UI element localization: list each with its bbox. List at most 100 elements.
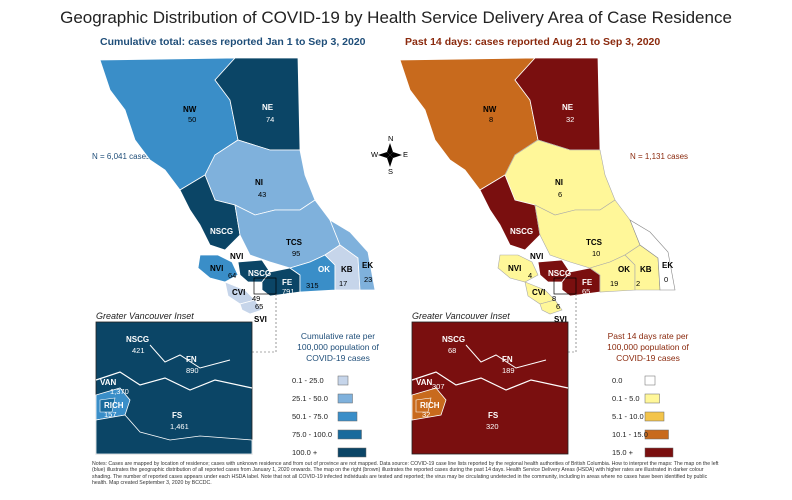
page-title: Geographic Distribution of COVID-19 by H… (60, 8, 732, 27)
right-inset-value-van: 307 (432, 382, 445, 391)
compass-n: N (388, 134, 393, 143)
left-inset-value-fn: 890 (186, 366, 199, 375)
right-region-nvi (497, 254, 539, 283)
left-inset-value-rich: 157 (104, 410, 117, 419)
right-inset-label-fs: FS (488, 411, 499, 420)
right-legend-label-2: 5.1 - 10.0 (612, 412, 644, 421)
left-value-nvi: 64 (228, 271, 236, 280)
left-inset-label-fs: FS (172, 411, 183, 420)
left-inset-marker (253, 277, 277, 295)
left-inset-label-van: VAN (100, 378, 117, 387)
left-label-ek: EK (362, 261, 373, 270)
left-label-fe: FE (282, 278, 293, 287)
left-label-cvi: CVI (232, 288, 245, 297)
right-inset: NSCG 68 FN 189 VAN 307 RICH 32 FS 320 (411, 321, 569, 455)
left-label-ne: NE (262, 103, 274, 112)
left-inset-value-fs: 1,461 (170, 422, 189, 431)
left-label-nvi-b: NVI (230, 252, 243, 261)
left-label-nw: NW (183, 105, 197, 114)
right-legend-swatch-1 (644, 393, 660, 404)
right-value-nw: 8 (489, 115, 493, 124)
right-inset-connector (568, 294, 577, 353)
right-n-cases: N = 1,131 cases (630, 152, 689, 161)
left-value-fe: 791 (282, 287, 295, 296)
left-label-nscg-south: NSCG (248, 269, 271, 278)
right-region-svi (539, 299, 563, 315)
left-label-kb: KB (341, 265, 353, 274)
right-inset-value-fn: 189 (502, 366, 515, 375)
left-legend-label-3: 75.0 - 100.0 (292, 430, 333, 439)
right-legend (644, 375, 674, 458)
left-legend (337, 375, 367, 458)
left-legend-swatch-3 (337, 429, 362, 440)
left-legend-swatch-1 (337, 393, 353, 404)
left-label-ok: OK (318, 265, 330, 274)
right-subtitle: Past 14 days: cases reported Aug 21 to S… (405, 36, 661, 48)
right-value-ok: 19 (610, 279, 618, 288)
right-label-cvi: CVI (532, 288, 545, 297)
left-region-svi (239, 299, 263, 315)
left-labels: NW 50 NE 74 NI 43 NSCG TCS 95 NVI NVI 64… (183, 103, 373, 324)
left-region-nvi (197, 254, 239, 283)
right-label-nvi: NVI (508, 264, 521, 273)
left-value-ok: 315 (306, 281, 319, 290)
right-value-nvi: 4 (528, 271, 532, 280)
right-value-kb: 2 (636, 279, 640, 288)
right-region-nscg (479, 174, 541, 251)
right-labels: NW 8 NE 32 NI 6 NSCG TCS 10 NVI NVI 4 NS… (483, 103, 673, 324)
left-value-cvi: 49 (252, 294, 260, 303)
left-legend-swatch-0 (337, 375, 349, 386)
left-legend-label-4: 100.0 + (292, 448, 318, 457)
left-value-ek: 23 (364, 275, 372, 284)
right-label-ek: EK (662, 261, 673, 270)
left-inset-connector (252, 294, 277, 353)
right-inset-value-nscg: 68 (448, 346, 456, 355)
right-label-ne: NE (562, 103, 574, 112)
right-inset-label-nscg: NSCG (442, 335, 465, 344)
left-label-nscg: NSCG (210, 227, 233, 236)
right-legend-swatch-0 (644, 375, 656, 386)
right-label-nw: NW (483, 105, 497, 114)
left-value-ni: 43 (258, 190, 266, 199)
left-value-ne: 74 (266, 115, 274, 124)
left-legend-swatch-4 (337, 447, 367, 458)
right-label-ni: NI (555, 178, 563, 187)
left-value-svi: 65 (255, 302, 263, 311)
left-n-cases: N = 6,041 cases (92, 152, 151, 161)
right-inset-title: Greater Vancouver Inset (412, 311, 510, 321)
left-inset-label-rich: RICH (104, 401, 124, 410)
left-legend-label-1: 25.1 - 50.0 (292, 394, 328, 403)
left-map: NW 50 NE 74 NI 43 NSCG TCS 95 NVI NVI 64… (99, 57, 376, 324)
right-label-ok: OK (618, 265, 630, 274)
right-legend-swatch-3 (644, 429, 669, 440)
right-label-tcs: TCS (586, 238, 603, 247)
left-legend-swatch-2 (337, 411, 358, 422)
left-subtitle: Cumulative total: cases reported Jan 1 t… (100, 36, 366, 48)
right-inset-value-fs: 320 (486, 422, 499, 431)
right-legend-swatch-2 (644, 411, 665, 422)
right-inset-value-rich: 32 (422, 410, 430, 419)
left-region-ek (329, 219, 376, 291)
left-value-kb: 17 (339, 279, 347, 288)
right-value-ni: 6 (558, 190, 562, 199)
right-value-cvi: 8 (552, 294, 556, 303)
right-inset-label-van: VAN (416, 378, 433, 387)
right-label-fe: FE (582, 278, 593, 287)
right-inset-frame (411, 321, 569, 455)
left-label-svi: SVI (254, 315, 267, 324)
right-value-fe: 65 (582, 287, 590, 296)
left-legend-label-2: 50.1 - 75.0 (292, 412, 328, 421)
right-region-ek (629, 219, 676, 291)
left-inset-label-fn: FN (186, 355, 197, 364)
footnotes: Notes: Cases are mapped by location of r… (92, 461, 719, 487)
right-map: NW 8 NE 32 NI 6 NSCG TCS 10 NVI NVI 4 NS… (399, 57, 676, 324)
left-label-nvi: NVI (210, 264, 223, 273)
left-inset: NSCG 421 FN 890 VAN 1,370 RICH 157 FS 1,… (95, 321, 253, 455)
left-legend-label-0: 0.1 - 25.0 (292, 376, 324, 385)
right-legend-swatch-4 (644, 447, 674, 458)
left-inset-value-van: 1,370 (110, 387, 129, 396)
right-label-nscg-south: NSCG (548, 269, 571, 278)
compass-icon: N S E W (371, 134, 408, 176)
compass-w: W (371, 150, 379, 159)
right-label-kb: KB (640, 265, 652, 274)
